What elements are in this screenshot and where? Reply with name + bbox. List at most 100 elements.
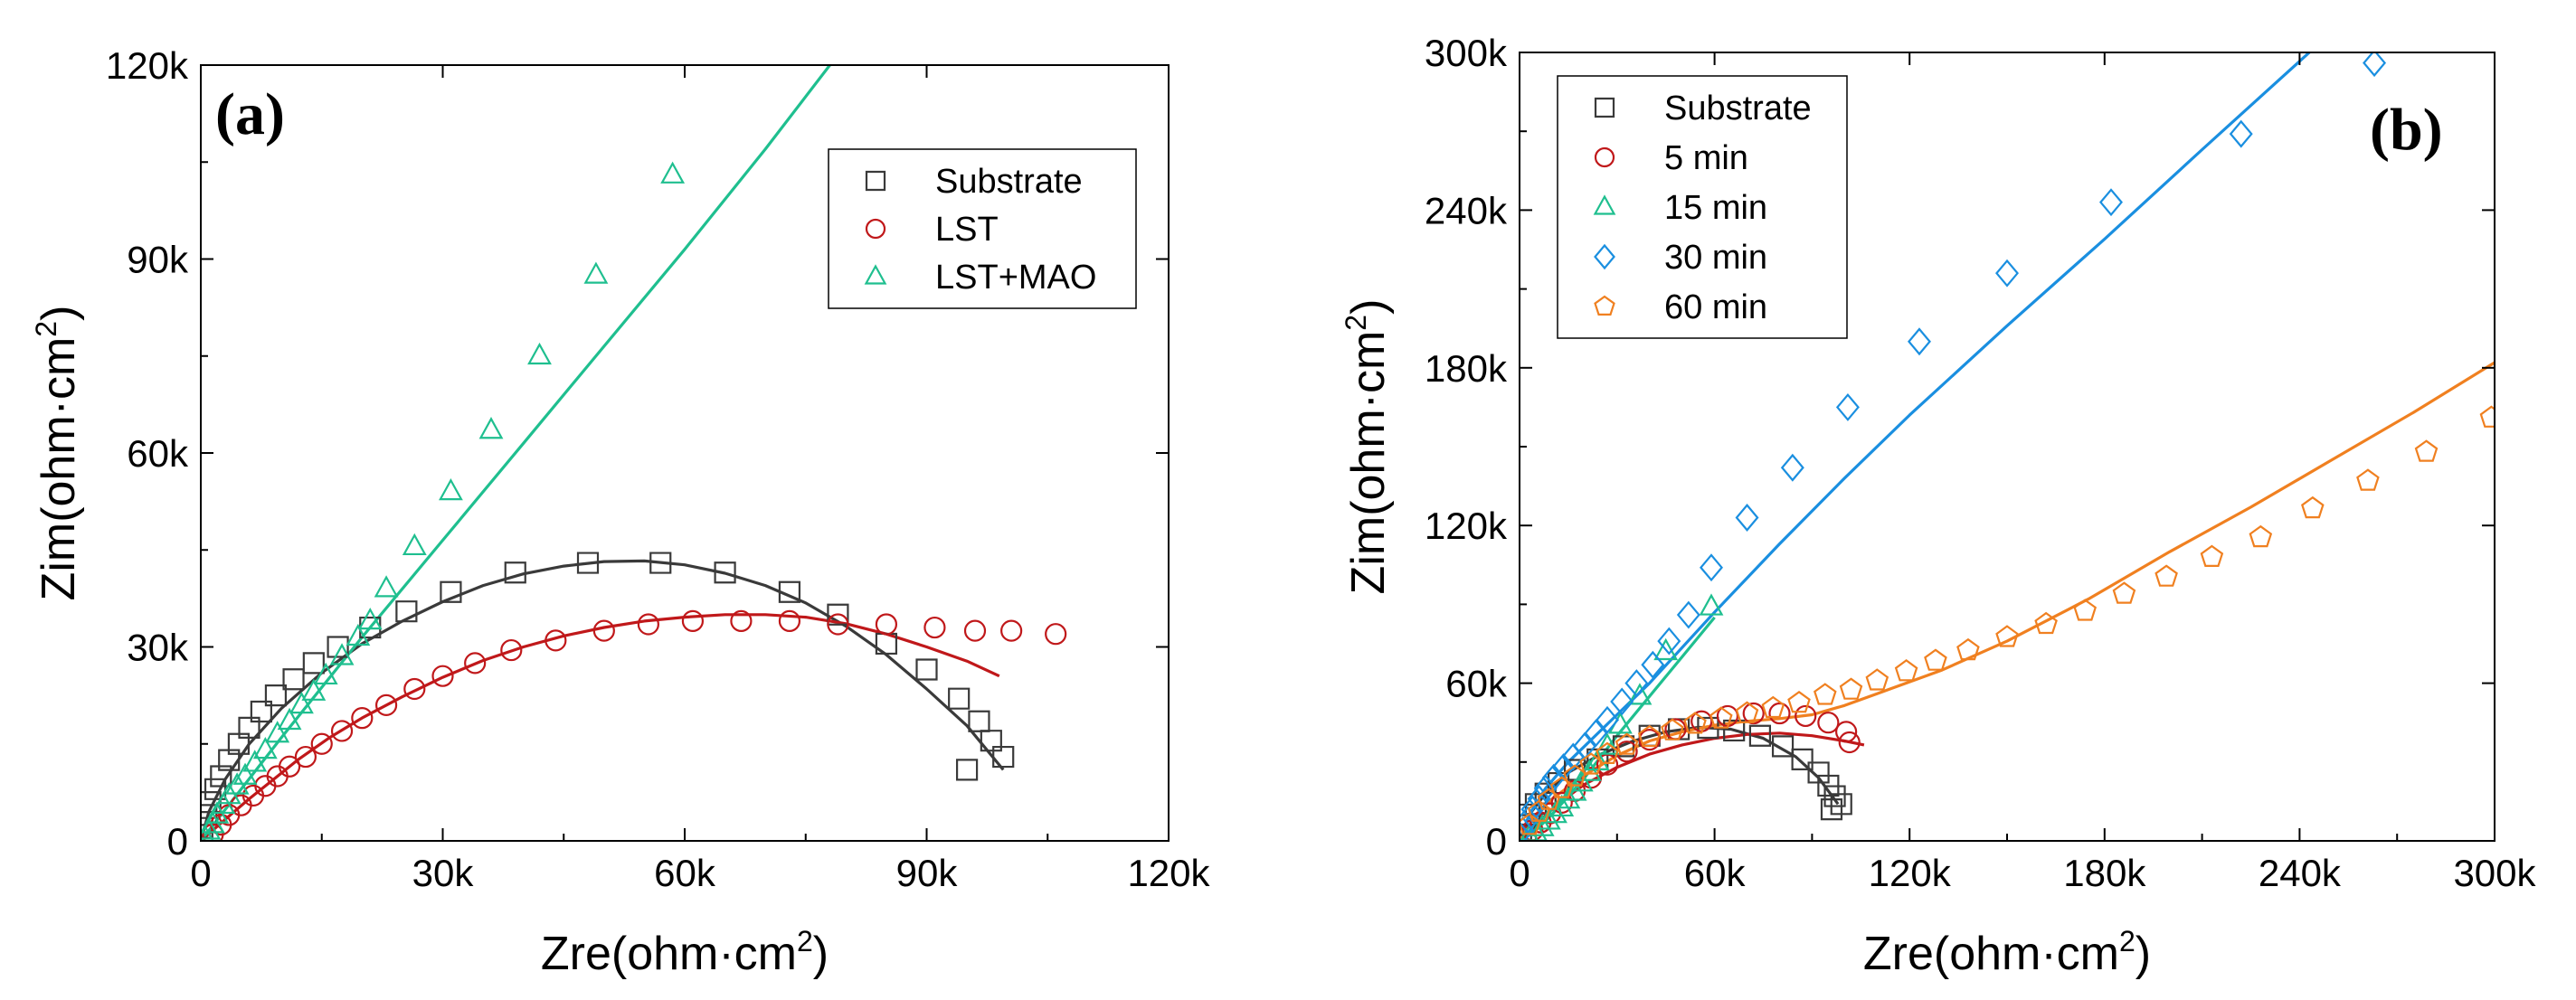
point-a-lst-mao-10 — [265, 721, 290, 743]
x-axis-title-b-close: ) — [2136, 928, 2151, 980]
point-b-30-min-24 — [2363, 52, 2387, 78]
x-tick-label-b-3: 180k — [2063, 852, 2146, 894]
x-axis-title-a-base: Zre(ohm·cm — [541, 928, 797, 980]
point-a-lst-mao-17 — [357, 607, 383, 630]
point-b-substrate-13 — [1748, 724, 1772, 747]
y-tick-label-a-1: 30k — [127, 627, 189, 669]
y-tick-label-b-5: 300k — [1425, 32, 1508, 74]
point-a-lst-18 — [592, 619, 615, 642]
point-a-lst-mao-9 — [252, 736, 278, 759]
series-b-60-min — [1520, 405, 2495, 835]
fit-line-b-5-min — [1520, 731, 1865, 841]
point-b-60-min-23 — [2073, 599, 2097, 621]
legend-b: Substrate 5 min 15 min 30 min 60 min — [1557, 75, 1848, 339]
point-b-5-min-14 — [1768, 702, 1791, 725]
chart-panel-b: 0 60k 120k 180k 240k 300k 0 60k 120k 180k 240k 300k… — [1340, 32, 2537, 980]
point-a-lst-19 — [637, 613, 659, 636]
point-a-substrate-25 — [968, 710, 990, 732]
chart-panel-a: 0 30k 60k 90k 120k030k60k90k120kZre(ohm·cm2)… — [30, 44, 1211, 980]
x-tick-label-a-1: 30k — [412, 852, 475, 894]
point-b-60-min-28 — [2301, 495, 2325, 519]
point-a-lst-mao-23 — [583, 261, 609, 284]
point-b-5-min-18 — [1838, 731, 1861, 754]
legend-label-b-substrate: Substrate — [1664, 90, 1812, 127]
point-b-30-min-15 — [1676, 600, 1700, 629]
point-b-60-min-9 — [1661, 718, 1684, 741]
y-tick-label-a-0: 0 — [167, 820, 188, 863]
legend-marker-b-60-min — [1594, 295, 1615, 316]
fit-line-a-lst-mao — [201, 65, 831, 841]
point-a-lst-mao-22 — [527, 342, 552, 365]
fit-line-b-60-min — [1520, 361, 2495, 841]
point-b-60-min-15 — [1814, 683, 1837, 705]
legend-label-b-5-min: 5 min — [1664, 139, 1748, 177]
point-b-substrate-16 — [1807, 761, 1830, 784]
point-a-lst-16 — [500, 638, 523, 662]
point-b-30-min-12 — [1624, 669, 1649, 698]
x-tick-label-b-2: 120k — [1869, 852, 1952, 894]
x-axis-title-a-superscript: 2 — [797, 925, 813, 958]
point-a-substrate-18 — [649, 552, 672, 574]
point-b-60-min-19 — [1924, 648, 1947, 671]
legend-box-b — [1557, 75, 1848, 339]
point-b-15-min-10 — [1585, 748, 1610, 771]
point-a-lst-mao-21 — [478, 417, 504, 439]
point-a-lst-25 — [923, 616, 946, 639]
x-axis-title-a: Zre(ohm·cm2) — [541, 925, 829, 980]
point-a-substrate-14 — [395, 600, 418, 623]
series-a-lst — [202, 609, 1067, 841]
point-a-substrate-17 — [576, 552, 600, 574]
point-a-substrate-15 — [440, 580, 462, 603]
legend-label-b-30-min: 30 min — [1664, 239, 1767, 277]
y-tick-label-b-1: 60k — [1445, 663, 1508, 705]
x-axis-title-b-base: Zre(ohm·cm — [1863, 928, 2119, 980]
point-a-substrate-28 — [955, 759, 979, 781]
point-b-15-min-4 — [1543, 801, 1567, 824]
point-b-60-min-18 — [1894, 659, 1918, 682]
point-a-lst-28 — [1045, 623, 1067, 646]
point-b-30-min-13 — [1641, 650, 1665, 679]
y-axis-title-b-close: ) — [1342, 299, 1395, 315]
fit-line-a-substrate — [201, 559, 1005, 841]
x-tick-label-a-2: 60k — [654, 852, 716, 894]
point-a-substrate-23 — [915, 658, 938, 681]
y-tick-label-b-3: 180k — [1425, 347, 1508, 390]
y-tick-label-b-2: 120k — [1425, 505, 1508, 547]
point-a-lst-mao-24 — [660, 161, 686, 184]
point-b-30-min-1 — [1520, 806, 1539, 835]
point-a-lst-9 — [310, 732, 333, 755]
point-b-60-min-31 — [2479, 405, 2495, 428]
point-b-substrate-15 — [1791, 748, 1814, 770]
point-a-lst-26 — [963, 619, 987, 642]
point-a-lst-27 — [1000, 619, 1023, 642]
point-b-30-min-23 — [2229, 119, 2253, 148]
point-b-60-min-24 — [2112, 581, 2136, 604]
point-b-5-min-16 — [1817, 712, 1840, 734]
x-tick-label-a-4: 120k — [1127, 852, 1210, 894]
point-a-substrate-7 — [238, 716, 260, 739]
point-a-substrate-11 — [302, 652, 325, 675]
plot-area-b — [1520, 52, 2495, 841]
point-b-30-min-10 — [1596, 705, 1620, 734]
point-a-substrate-27 — [992, 745, 1015, 769]
point-b-30-min-21 — [1995, 259, 2019, 288]
point-a-lst-10 — [330, 720, 354, 742]
point-b-60-min-26 — [2200, 544, 2224, 567]
panel-label-a: (a) — [215, 81, 285, 147]
point-b-60-min-21 — [1995, 625, 2019, 647]
point-a-lst-mao-8 — [242, 750, 268, 772]
point-a-substrate-9 — [264, 684, 288, 707]
point-b-5-min-13 — [1742, 702, 1765, 725]
y-axis-title-a-superscript: 2 — [30, 321, 62, 337]
point-b-60-min-17 — [1865, 668, 1889, 691]
y-tick-label-a-3: 90k — [127, 239, 189, 281]
point-a-substrate-19 — [714, 561, 736, 584]
y-tick-label-a-4: 120k — [106, 44, 189, 87]
point-b-15-min-2 — [1530, 814, 1555, 836]
y-axis-title-a-close: ) — [33, 306, 85, 321]
point-b-30-min-22 — [2099, 188, 2123, 217]
point-b-60-min-27 — [2249, 524, 2273, 548]
legend-label-b-15-min: 15 min — [1664, 189, 1767, 227]
point-a-lst-mao-18 — [374, 575, 399, 598]
